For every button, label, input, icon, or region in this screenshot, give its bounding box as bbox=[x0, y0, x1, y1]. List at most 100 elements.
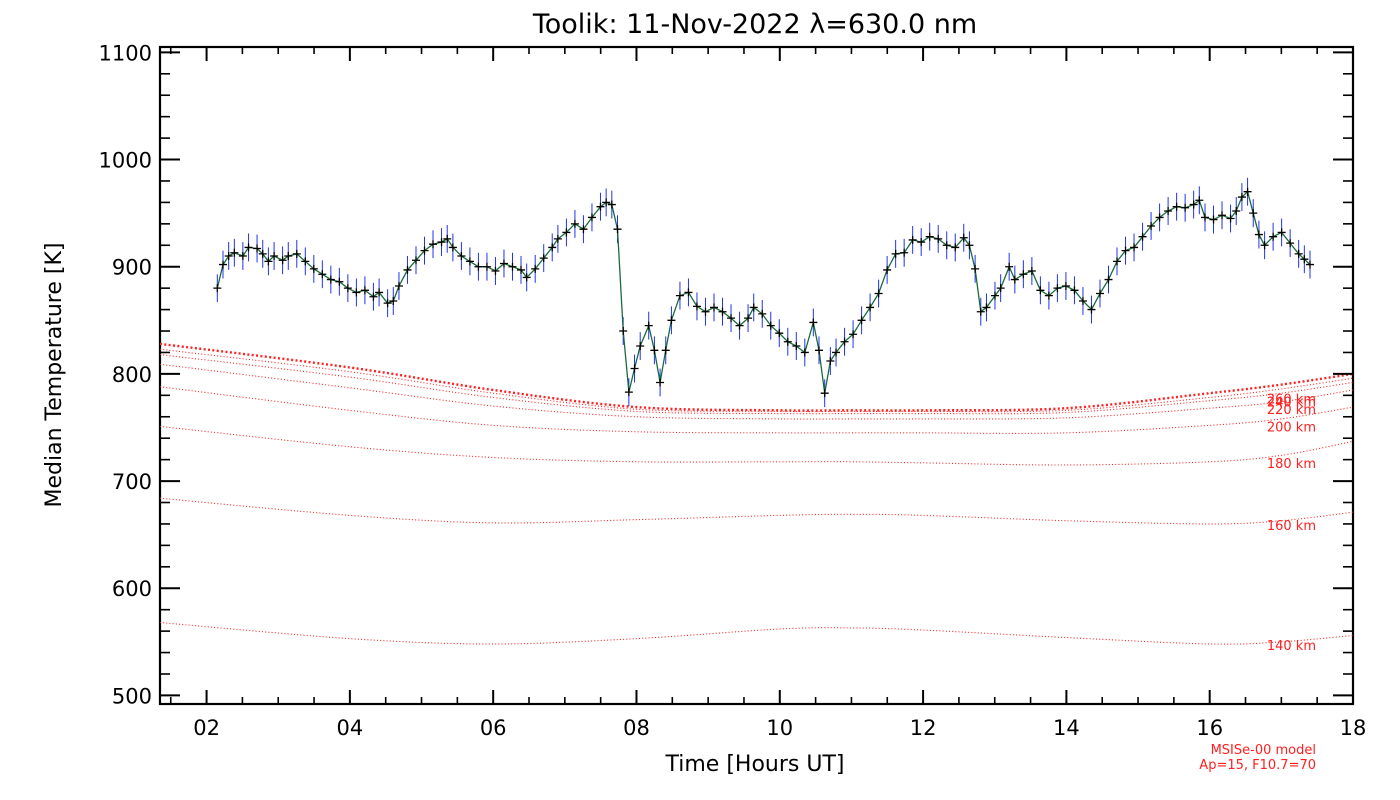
data-point-marker bbox=[474, 262, 483, 271]
data-point-marker bbox=[213, 284, 222, 293]
data-point-marker bbox=[389, 297, 398, 306]
data-point-marker bbox=[727, 314, 736, 323]
data-point-marker bbox=[596, 202, 605, 211]
data-point-marker bbox=[230, 248, 239, 257]
data-point-marker bbox=[278, 256, 287, 265]
data-point-marker bbox=[820, 389, 829, 398]
data-point-marker bbox=[284, 251, 293, 260]
data-point-marker bbox=[326, 275, 335, 284]
y-tick-label: 500 bbox=[112, 684, 152, 708]
data-point-marker bbox=[420, 246, 429, 255]
data-point-marker bbox=[976, 307, 985, 316]
data-point-marker bbox=[238, 251, 247, 260]
data-point-marker bbox=[1254, 230, 1263, 239]
data-point-marker bbox=[749, 303, 758, 312]
data-point-marker bbox=[1294, 249, 1303, 258]
data-point-marker bbox=[499, 259, 508, 268]
data-point-marker bbox=[522, 273, 531, 282]
y-tick-label: 1000 bbox=[99, 149, 152, 173]
model-curve bbox=[159, 348, 1354, 413]
data-point-marker bbox=[815, 346, 824, 355]
data-point-marker bbox=[1147, 221, 1156, 230]
data-point-marker bbox=[360, 286, 369, 295]
data-point-marker bbox=[701, 307, 710, 316]
data-point-marker bbox=[908, 235, 917, 244]
data-point-marker bbox=[1005, 262, 1014, 271]
data-point-marker bbox=[482, 262, 491, 271]
x-tick-label: 16 bbox=[1196, 716, 1223, 740]
data-point-marker bbox=[403, 265, 412, 274]
data-point-marker bbox=[1104, 275, 1113, 284]
data-point-marker bbox=[971, 264, 980, 273]
data-point-marker bbox=[335, 277, 344, 286]
axes: 02 04 06 08 10 12 14 16 18 500 600 700 800 900 1000 110… bbox=[99, 41, 1367, 740]
data-point-marker bbox=[857, 316, 866, 325]
data-point-marker bbox=[792, 342, 801, 351]
data-point-marker bbox=[758, 309, 767, 318]
data-point-marker bbox=[1300, 255, 1309, 264]
data-point-marker bbox=[675, 291, 684, 300]
data-point-marker bbox=[826, 357, 835, 366]
data-point-marker bbox=[562, 228, 571, 237]
data-point-marker bbox=[1306, 260, 1315, 269]
x-tick-label: 06 bbox=[480, 716, 507, 740]
x-tick-label: 04 bbox=[337, 716, 364, 740]
x-tick-label: 08 bbox=[623, 716, 650, 740]
data-point-marker bbox=[849, 330, 858, 339]
data-point-marker bbox=[900, 248, 909, 257]
data-point-marker bbox=[959, 233, 968, 242]
data-point-marker bbox=[775, 329, 784, 338]
data-point-marker bbox=[1209, 215, 1218, 224]
data-point-marker bbox=[318, 270, 327, 279]
data-point-marker bbox=[258, 249, 267, 258]
data-point-marker bbox=[1019, 270, 1028, 279]
model-curve-label: 160 km bbox=[1267, 519, 1316, 534]
data-point-marker bbox=[264, 257, 273, 266]
model-note-line2: Ap=15, F10.7=70 bbox=[1199, 758, 1316, 773]
data-point-marker bbox=[684, 288, 693, 297]
data-point-marker bbox=[1070, 286, 1079, 295]
model-curve bbox=[159, 363, 1354, 420]
chart-title: Toolik: 11-Nov-2022 λ=630.0 nm bbox=[532, 9, 977, 40]
data-point-marker bbox=[1155, 213, 1164, 222]
data-point-marker bbox=[383, 299, 392, 308]
data-point-marker bbox=[352, 288, 361, 297]
model-curve-label: 200 km bbox=[1267, 420, 1316, 435]
data-point-marker bbox=[607, 200, 616, 209]
data-point-marker bbox=[457, 251, 466, 260]
data-point-marker bbox=[990, 291, 999, 300]
data-point-marker bbox=[1243, 187, 1252, 196]
data-point-marker bbox=[891, 249, 900, 258]
y-tick-label: 900 bbox=[112, 256, 152, 280]
data-point-marker bbox=[1260, 241, 1269, 250]
model-curve-label: 220 km bbox=[1267, 403, 1316, 418]
data-point-marker bbox=[783, 337, 792, 346]
data-point-marker bbox=[1232, 206, 1241, 215]
data-point-marker bbox=[270, 251, 279, 260]
data-point-marker bbox=[539, 254, 548, 263]
x-tick-label: 18 bbox=[1340, 716, 1367, 740]
model-curve bbox=[159, 386, 1354, 434]
data-point-marker bbox=[667, 316, 676, 325]
data-point-marker bbox=[650, 346, 659, 355]
data-point-marker bbox=[411, 256, 420, 265]
data-point-marker bbox=[1121, 246, 1130, 255]
data-point-marker bbox=[840, 337, 849, 346]
data-point-marker bbox=[1078, 297, 1087, 306]
data-point-marker bbox=[429, 240, 438, 249]
data-point-marker bbox=[809, 318, 818, 327]
y-axis-label: Median Temperature [K] bbox=[42, 243, 67, 508]
data-point-marker bbox=[1218, 211, 1227, 220]
data-point-marker bbox=[951, 243, 960, 252]
data-point-marker bbox=[553, 234, 562, 243]
x-axis-label: Time [Hours UT] bbox=[665, 752, 845, 777]
data-point-marker bbox=[832, 348, 841, 357]
model-curve bbox=[159, 354, 1354, 415]
data-point-marker bbox=[343, 284, 352, 293]
data-point-marker bbox=[375, 288, 384, 297]
data-point-marker bbox=[883, 265, 892, 274]
data-point-marker bbox=[644, 321, 653, 330]
